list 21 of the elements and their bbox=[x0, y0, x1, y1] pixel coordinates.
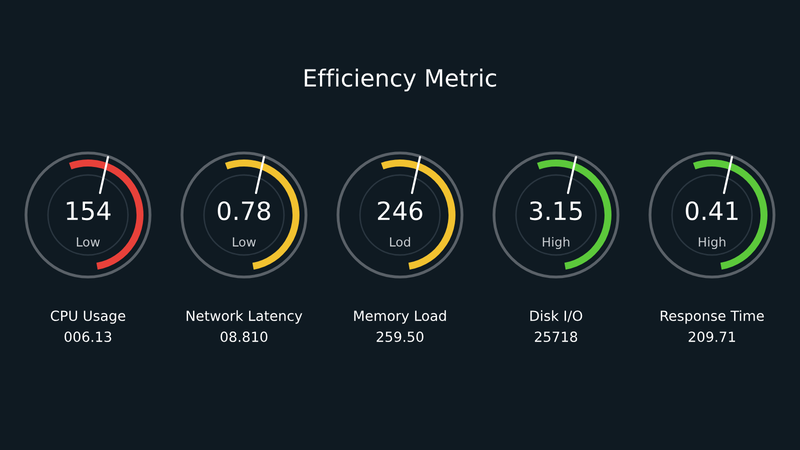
text: Efficiency Metric bbox=[304, 68, 496, 92]
data-label: 246 bbox=[378, 201, 422, 220]
data-label: 259.50 bbox=[376, 332, 424, 342]
text: Low bbox=[76, 237, 100, 247]
data-label: 0.41 bbox=[686, 201, 738, 220]
data-label: 0.78 bbox=[218, 201, 270, 220]
category-label: Response Time bbox=[660, 310, 764, 324]
category-label: Memory Load bbox=[354, 310, 446, 324]
text: High bbox=[542, 236, 570, 250]
data-label: 006.13 bbox=[64, 332, 112, 342]
data-label: 08.810 bbox=[220, 332, 268, 342]
category-label: Disk I/O bbox=[530, 310, 582, 322]
data-label: 3.15 bbox=[530, 201, 582, 220]
data-label: 209.71 bbox=[688, 332, 736, 342]
text: High bbox=[698, 236, 726, 250]
category-label: Network Latency bbox=[186, 310, 302, 324]
category-label: CPU Usage bbox=[50, 310, 126, 324]
data-label: 154 bbox=[66, 202, 110, 220]
data-label: 25718 bbox=[534, 332, 578, 342]
text: Low bbox=[232, 237, 256, 247]
text: Lod bbox=[390, 236, 410, 247]
